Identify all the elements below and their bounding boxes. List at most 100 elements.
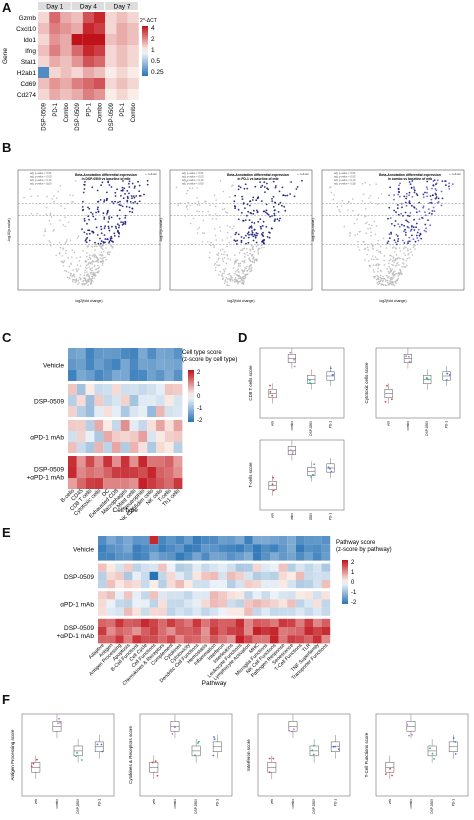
volcano-point xyxy=(215,218,218,220)
volcano-point xyxy=(237,218,240,221)
volcano-point xyxy=(91,269,93,272)
volcano-point xyxy=(250,227,253,229)
volcano-point xyxy=(74,281,76,284)
volcano-point xyxy=(228,284,230,287)
heatmap-cell xyxy=(261,607,270,616)
volcano-point xyxy=(58,252,61,254)
boxplot-group-label: combo xyxy=(173,799,177,809)
volcano-point xyxy=(381,277,384,280)
heatmap-cell xyxy=(278,607,288,616)
volcano-point xyxy=(177,204,180,207)
volcano-point xyxy=(71,278,74,281)
volcano-point xyxy=(86,236,89,239)
volcano-point xyxy=(233,278,236,281)
volcano-point xyxy=(241,281,244,283)
volcano-point xyxy=(106,212,108,215)
volcano-point xyxy=(398,264,400,266)
volcano-point xyxy=(231,276,233,279)
volcano-point xyxy=(413,218,415,221)
volcano-point xyxy=(259,225,262,228)
volcano-point xyxy=(76,264,79,266)
volcano-legend: adj. p-value < 0.01 xyxy=(182,171,204,175)
volcano-point xyxy=(50,223,52,225)
volcano-point xyxy=(271,227,273,230)
boxplot-point xyxy=(269,384,271,387)
volcano-point xyxy=(410,204,413,207)
volcano-point xyxy=(179,202,181,205)
volcano-point xyxy=(361,182,364,185)
volcano-point xyxy=(72,274,75,276)
heatmap-cell xyxy=(184,552,193,561)
heatmap-cell xyxy=(158,552,167,561)
heatmap-cell xyxy=(116,67,128,78)
boxplot-point xyxy=(406,723,409,726)
heatmap-cell xyxy=(304,552,313,561)
volcano-point xyxy=(378,282,381,285)
volcano-point xyxy=(221,272,224,275)
volcano-point xyxy=(246,265,248,268)
volcano-point xyxy=(271,215,273,217)
volcano-point xyxy=(131,182,134,185)
boxplot-point xyxy=(454,741,457,743)
volcano-point xyxy=(375,225,378,227)
volcano-point xyxy=(233,239,236,242)
volcano-point xyxy=(128,186,131,188)
boxplot-point xyxy=(313,744,315,747)
boxplot-group-label: PD-1 xyxy=(215,799,219,806)
heatmap-cell xyxy=(252,591,262,600)
volcano-point xyxy=(88,239,91,242)
volcano-point xyxy=(219,230,222,232)
volcano-point xyxy=(138,184,141,187)
boxplot-point xyxy=(213,738,216,741)
volcano-point xyxy=(224,267,227,270)
volcano-point xyxy=(424,191,426,194)
volcano-point xyxy=(381,280,384,282)
heatmap-cell xyxy=(49,56,61,67)
volcano-point xyxy=(406,226,409,228)
heatmap-cell xyxy=(112,348,121,359)
volcano-point xyxy=(101,260,103,262)
volcano-point xyxy=(229,274,232,277)
boxplot-group-label: combo xyxy=(291,799,295,809)
heatmap-cell xyxy=(129,478,139,489)
volcano-point xyxy=(237,282,239,285)
heatmap-cell xyxy=(164,456,174,467)
heatmap-cell xyxy=(106,552,116,561)
heatmap-cell xyxy=(127,45,139,56)
volcano-point xyxy=(252,213,255,215)
volcano-point xyxy=(249,252,252,255)
group-label: Combo xyxy=(64,102,70,122)
heatmap-cell xyxy=(313,552,322,561)
volcano-point xyxy=(66,276,69,279)
volcano-point xyxy=(91,271,93,274)
volcano-point xyxy=(84,181,86,183)
volcano-point xyxy=(106,238,109,240)
volcano-point xyxy=(92,231,95,234)
heatmap-cell xyxy=(173,431,183,442)
volcano-point xyxy=(64,216,66,219)
heatmap-cell xyxy=(164,406,174,417)
volcano-frame xyxy=(17,169,161,291)
legend-title: 2^-ΔCT xyxy=(140,18,157,24)
boxplot-point xyxy=(76,751,78,754)
volcano-point xyxy=(412,238,415,241)
volcano-point xyxy=(403,224,405,227)
volcano-point xyxy=(89,283,92,285)
volcano-point xyxy=(97,259,99,262)
heatmap-cell xyxy=(85,395,95,406)
volcano-point xyxy=(186,208,189,210)
heatmap-cell xyxy=(138,478,148,489)
volcano-point xyxy=(261,225,264,227)
volcano-point xyxy=(146,183,149,186)
volcano-point xyxy=(50,216,53,218)
volcano-point xyxy=(400,223,403,226)
heatmap-cell xyxy=(68,431,77,442)
volcano-point xyxy=(366,243,369,246)
volcano-point xyxy=(75,268,77,270)
boxplot-point xyxy=(391,398,393,401)
heatmap-cell xyxy=(304,580,313,589)
heatmap-cell xyxy=(173,478,183,489)
heatmap-cell xyxy=(132,536,141,545)
volcano-point xyxy=(429,195,432,197)
volcano-point xyxy=(209,214,211,216)
